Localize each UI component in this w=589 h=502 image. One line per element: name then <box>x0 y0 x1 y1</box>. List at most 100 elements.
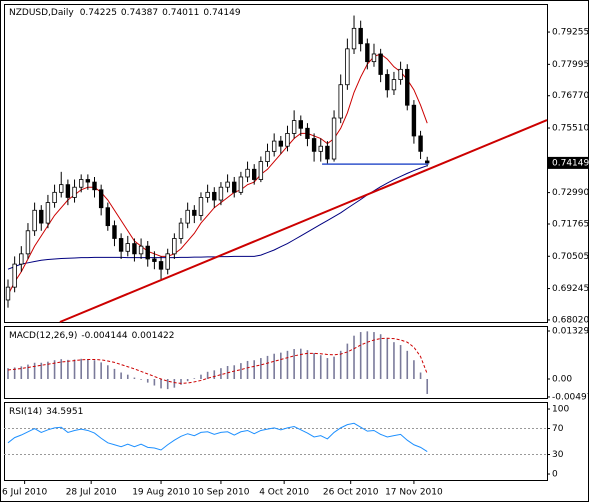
candle-body <box>158 261 164 270</box>
candle-body <box>305 127 310 139</box>
x-tick-label: 17 Nov 2010 <box>385 488 443 498</box>
y-tick-label: -0.00497 <box>552 392 589 402</box>
candle-body <box>318 145 323 152</box>
candle-body <box>298 120 303 129</box>
candle-body <box>378 53 383 75</box>
candle-body <box>19 253 24 265</box>
last-close: 0.74149 <box>203 8 240 18</box>
price-marker-label: 0.74149 <box>552 158 589 168</box>
trendline <box>59 119 548 323</box>
candle-body <box>25 230 31 255</box>
rsi-header: RSI(14) 34.5951 <box>9 407 83 417</box>
candle-body <box>98 189 104 209</box>
candle-body <box>232 181 237 193</box>
candle-body <box>385 74 390 91</box>
candle-body <box>405 68 410 106</box>
last-high: 0.74387 <box>121 8 158 18</box>
y-tick-label: 0.70505 <box>552 252 589 262</box>
candle-body <box>271 140 277 152</box>
candle-body <box>198 197 204 216</box>
candle-body <box>252 168 257 180</box>
y-tick-label: 0.013292 <box>552 327 589 337</box>
y-tick-label: 0.69245 <box>552 284 589 294</box>
x-tick-label: 28 Jul 2010 <box>66 488 117 498</box>
candle-body <box>391 79 397 91</box>
candle-body <box>338 84 343 119</box>
candle-body <box>192 209 197 216</box>
candle-body <box>45 202 51 224</box>
rsi-title: RSI(14) <box>9 407 42 417</box>
candle-body <box>65 184 71 198</box>
candle-body <box>59 184 64 193</box>
y-tick-label: 0 <box>552 470 558 480</box>
y-tick-label: 0.76770 <box>552 91 589 101</box>
candle-body <box>265 150 270 162</box>
candle-body <box>311 138 317 152</box>
y-tick-label: 0.72990 <box>552 188 589 198</box>
candle-body <box>291 120 297 134</box>
candle-body <box>92 181 97 191</box>
y-tick-label: 0.71765 <box>552 219 589 229</box>
candle-body <box>32 209 37 232</box>
y-tick-label: 30 <box>552 450 564 460</box>
candle-body <box>125 243 130 252</box>
candle-body <box>105 207 111 227</box>
candle-body <box>85 179 91 183</box>
candle-body <box>72 186 77 198</box>
candle-body <box>351 27 357 50</box>
symbol: NZDUSD,Daily <box>9 8 74 18</box>
rsi-panel-frame <box>4 402 548 481</box>
macd-signal <box>7 337 428 384</box>
price-header: NZDUSD,Daily 0.74225 0.74387 0.74011 0.74149 <box>9 8 241 18</box>
candle-body <box>118 238 124 252</box>
candle-body <box>145 245 150 260</box>
candle-body <box>132 243 137 255</box>
candle-body <box>78 179 84 188</box>
candle-body <box>398 68 403 80</box>
macd-title: MACD(12,26,9) <box>9 331 77 341</box>
candle-body <box>411 104 417 137</box>
price-marker <box>548 156 588 169</box>
candle-body <box>425 160 430 164</box>
moving-average <box>7 53 428 296</box>
candle-body <box>138 245 144 255</box>
last-open: 0.74225 <box>80 8 117 18</box>
x-tick-label: 4 Oct 2010 <box>259 488 309 498</box>
macd-header: MACD(12,26,9) -0.004144 0.001422 <box>9 331 175 341</box>
candle-body <box>165 253 170 270</box>
candle-body <box>358 27 363 45</box>
candle-body <box>185 209 190 224</box>
candle-body <box>345 48 350 86</box>
rsi-line <box>7 422 428 452</box>
candle-body <box>365 43 370 63</box>
candle-body <box>278 140 284 147</box>
candle-body <box>205 191 210 198</box>
candle-body <box>112 225 117 239</box>
x-tick-label: 19 Aug 2010 <box>132 488 190 498</box>
candle-body <box>418 135 423 152</box>
candle-body <box>12 263 17 288</box>
y-tick-label: 0.77995 <box>552 60 589 70</box>
candle-body <box>238 176 244 193</box>
y-tick-label: 0.68020 <box>552 315 589 325</box>
macd-signal: 0.001422 <box>132 331 175 341</box>
candle-body <box>172 238 177 255</box>
x-tick-label: 10 Sep 2010 <box>192 488 249 498</box>
candle-body <box>225 181 230 188</box>
candle-body <box>212 191 217 201</box>
y-tick-label: 100 <box>552 405 569 415</box>
candle-body <box>5 286 11 301</box>
candle-body <box>152 258 157 262</box>
candle-body <box>331 117 337 160</box>
x-tick-label: 26 Oct 2010 <box>323 488 379 498</box>
candle-body <box>371 53 377 63</box>
candle-body <box>325 145 330 160</box>
candle-body <box>218 186 224 201</box>
candle-body <box>52 191 57 203</box>
candle-body <box>178 222 184 239</box>
candle-body <box>245 168 250 178</box>
y-tick-label: 70 <box>552 424 564 434</box>
last-low: 0.74011 <box>162 8 199 18</box>
